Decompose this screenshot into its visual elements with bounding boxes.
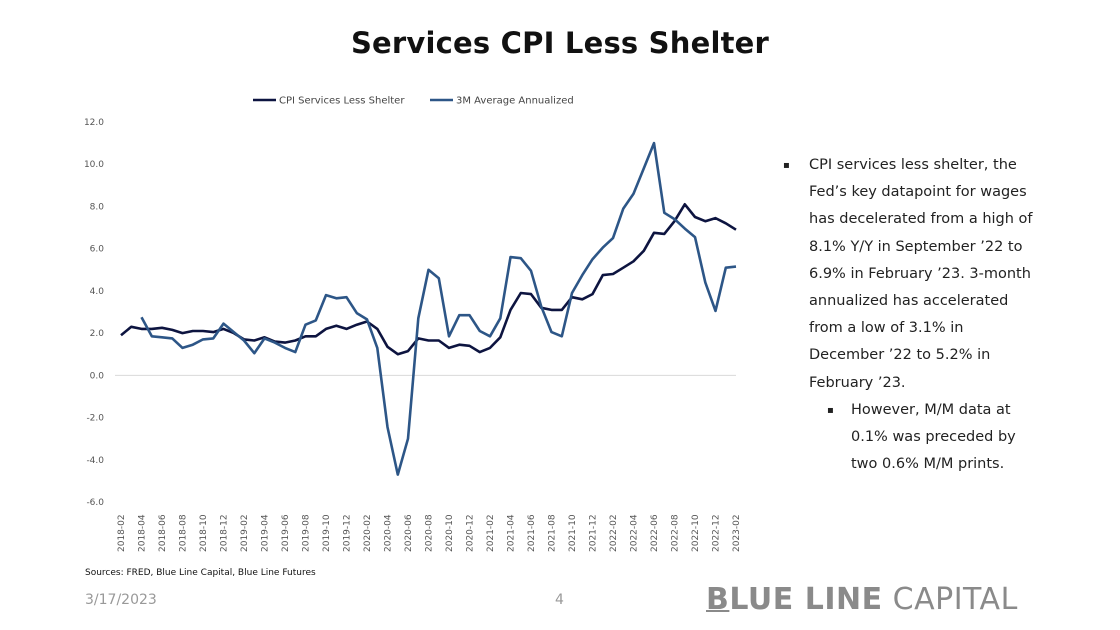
commentary-sub-bullet-text: However, M/M data at 0.1% was preceded b… bbox=[851, 401, 1016, 473]
x-tick-label: 2022-04 bbox=[630, 514, 640, 552]
legend-label-cpi-services: CPI Services Less Shelter bbox=[279, 96, 405, 107]
y-tick-label: 0.0 bbox=[90, 371, 105, 381]
x-tick-label: 2018-06 bbox=[158, 514, 168, 552]
x-tick-label: 2021-08 bbox=[548, 514, 558, 552]
x-tick-label: 2018-10 bbox=[199, 514, 209, 552]
x-tick-label: 2019-04 bbox=[261, 514, 271, 552]
series-group bbox=[120, 141, 737, 476]
x-tick-label: 2023-02 bbox=[732, 514, 742, 552]
x-tick-label: 2018-08 bbox=[179, 514, 189, 552]
logo-bold-rest: LUE LINE bbox=[729, 582, 883, 617]
legend: CPI Services Less Shelter 3M Average Ann… bbox=[253, 96, 574, 107]
x-tick-label: 2021-02 bbox=[486, 514, 496, 552]
sources-note: Sources: FRED, Blue Line Capital, Blue L… bbox=[85, 568, 316, 578]
line-chart: CPI Services Less Shelter 3M Average Ann… bbox=[84, 96, 742, 553]
x-tick-label: 2018-02 bbox=[117, 514, 127, 552]
x-tick-label: 2021-04 bbox=[507, 514, 517, 552]
x-tick-label: 2020-08 bbox=[425, 514, 435, 552]
y-tick-label: 12.0 bbox=[84, 118, 104, 128]
x-tick-label: 2020-12 bbox=[466, 514, 476, 552]
x-tick-label: 2022-02 bbox=[609, 514, 619, 552]
x-tick-label: 2019-12 bbox=[343, 514, 353, 552]
bullet-square-icon: ▪ bbox=[783, 160, 790, 171]
slide-title: Services CPI Less Shelter bbox=[350, 26, 770, 60]
x-tick-label: 2019-10 bbox=[322, 514, 332, 552]
y-tick-label: 10.0 bbox=[84, 160, 104, 170]
commentary: ▪ CPI services less shelter, the Fed’s k… bbox=[783, 152, 1043, 478]
series-line-3m-average-annualized bbox=[140, 141, 737, 476]
y-axis: 12.0 10.0 8.0 6.0 4.0 2.0 0.0 -2.0 -4.0 -6.0 bbox=[84, 118, 104, 508]
x-axis: 2018-02 2018-04 2018-06 2018-08 2018-10 2018-… bbox=[117, 514, 742, 552]
x-tick-label: 2019-02 bbox=[240, 514, 250, 552]
x-tick-label: 2022-06 bbox=[650, 514, 660, 552]
y-tick-label: -2.0 bbox=[86, 414, 104, 424]
x-tick-label: 2020-10 bbox=[445, 514, 455, 552]
x-tick-label: 2019-06 bbox=[281, 514, 291, 552]
y-tick-label: 2.0 bbox=[90, 329, 105, 339]
slide-date: 3/17/2023 bbox=[85, 592, 157, 608]
x-tick-label: 2020-06 bbox=[404, 514, 414, 552]
y-tick-label: -4.0 bbox=[86, 456, 104, 466]
x-tick-label: 2018-04 bbox=[138, 514, 148, 552]
x-tick-label: 2022-08 bbox=[671, 514, 681, 552]
legend-label-3m-average: 3M Average Annualized bbox=[456, 96, 574, 107]
logo-light-text: CAPITAL bbox=[882, 582, 1018, 617]
sub-bullet-square-icon: ▪ bbox=[827, 404, 834, 416]
x-tick-label: 2021-06 bbox=[527, 514, 537, 552]
commentary-sub-bullet: ▪ However, M/M data at 0.1% was preceded… bbox=[783, 397, 1043, 479]
x-tick-label: 2018-12 bbox=[220, 514, 230, 552]
y-tick-label: 8.0 bbox=[90, 202, 105, 212]
y-tick-label: 4.0 bbox=[90, 287, 105, 297]
commentary-bullet-text: CPI services less shelter, the Fed’s key… bbox=[809, 157, 1033, 391]
x-tick-label: 2022-12 bbox=[712, 514, 722, 552]
company-logo: BLUE LINE CAPITAL bbox=[706, 582, 1018, 617]
x-tick-label: 2019-08 bbox=[302, 514, 312, 552]
x-tick-label: 2022-10 bbox=[691, 514, 701, 552]
page-number: 4 bbox=[555, 592, 564, 608]
y-tick-label: 6.0 bbox=[90, 245, 105, 255]
x-tick-label: 2020-04 bbox=[384, 514, 394, 552]
x-tick-label: 2020-02 bbox=[363, 514, 373, 552]
logo-underlined-b: B bbox=[706, 582, 730, 617]
x-tick-label: 2021-12 bbox=[589, 514, 599, 552]
series-line-cpi-services-less-shelter bbox=[120, 203, 737, 356]
y-tick-label: -6.0 bbox=[86, 498, 104, 508]
commentary-bullet: ▪ CPI services less shelter, the Fed’s k… bbox=[783, 152, 1043, 397]
logo-bold-text: BLUE LINE bbox=[706, 582, 883, 617]
x-tick-label: 2021-10 bbox=[568, 514, 578, 552]
